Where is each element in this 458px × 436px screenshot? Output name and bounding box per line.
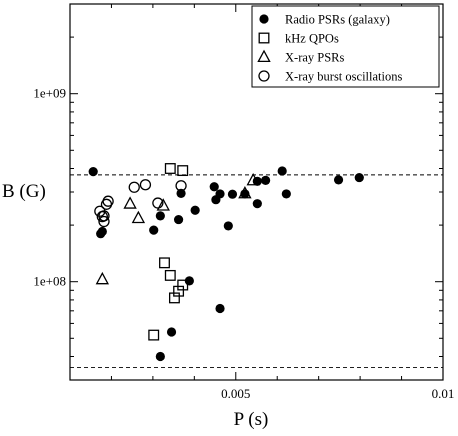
open-triangle-point bbox=[238, 186, 252, 199]
x-axis-label: P (s) bbox=[234, 409, 269, 430]
data-marks bbox=[88, 163, 364, 362]
legend-open-triangle-swatch bbox=[257, 49, 271, 63]
filled-circle-point bbox=[223, 221, 233, 231]
filled-circle-point bbox=[97, 226, 107, 237]
open-square-point bbox=[168, 292, 180, 304]
filled-circle-point bbox=[184, 276, 194, 286]
filled-circle-point bbox=[190, 205, 200, 215]
filled-circle-point bbox=[176, 188, 186, 198]
filled-circle-point bbox=[88, 167, 98, 177]
filled-circle-point bbox=[173, 214, 184, 225]
open-circle-point bbox=[98, 215, 110, 228]
open-circle-point bbox=[128, 181, 140, 193]
open-circle-point bbox=[102, 195, 114, 207]
filled-circle-point bbox=[209, 182, 219, 192]
filled-circle-point bbox=[155, 351, 165, 362]
open-square-point bbox=[177, 165, 189, 177]
legend-label: X-ray PSRs bbox=[285, 51, 345, 65]
y-axis-label: B (G) bbox=[2, 181, 46, 202]
filled-circle-point bbox=[333, 175, 344, 185]
legend-label: X-ray burst oscillations bbox=[285, 70, 402, 84]
open-square-point bbox=[164, 163, 176, 174]
open-triangle-point bbox=[156, 198, 170, 211]
open-triangle-point bbox=[131, 210, 146, 224]
x-tick-label: 0.005 bbox=[221, 386, 250, 401]
open-triangle-point bbox=[123, 196, 137, 209]
filled-circle-point bbox=[149, 225, 159, 235]
filled-circle-point bbox=[354, 172, 364, 183]
legend-label: kHz QPOs bbox=[285, 32, 339, 46]
open-square-point bbox=[148, 329, 160, 341]
open-triangle-point bbox=[95, 271, 110, 285]
open-square-point bbox=[159, 257, 170, 269]
filled-circle-point bbox=[166, 327, 177, 337]
filled-circle-point bbox=[215, 303, 225, 314]
open-circle-point bbox=[175, 180, 187, 192]
open-circle-point bbox=[98, 210, 110, 222]
y-tick-label: 1e+08 bbox=[33, 274, 66, 289]
filled-circle-point bbox=[252, 199, 262, 209]
filled-circle-point bbox=[277, 166, 287, 176]
x-tick-label: 0.01 bbox=[432, 386, 455, 401]
legend-label: Radio PSRs (galaxy) bbox=[285, 13, 390, 27]
reference-lines bbox=[70, 174, 443, 368]
y-tick-label: 1e+09 bbox=[33, 86, 66, 101]
axis-ticks: 0.005 0.01 1e+08 1e+09 bbox=[33, 3, 455, 401]
filled-circle-point bbox=[155, 211, 165, 221]
open-square-point bbox=[164, 269, 176, 281]
open-square-point bbox=[173, 285, 185, 297]
legend-box bbox=[251, 5, 440, 88]
open-square-point bbox=[177, 279, 189, 291]
legend-open-square-swatch bbox=[258, 32, 270, 44]
open-circle-point bbox=[139, 179, 152, 191]
legend: Radio PSRs (galaxy) kHz QPOs X-ray PSRs X-r… bbox=[251, 5, 440, 88]
legend-filled-circle-swatch bbox=[259, 14, 269, 24]
legend-open-circle-swatch bbox=[258, 70, 270, 82]
open-circle-point bbox=[152, 197, 164, 209]
filled-circle-point bbox=[261, 175, 271, 185]
filled-circle-point bbox=[281, 189, 291, 199]
filled-circle-point bbox=[215, 189, 225, 199]
open-triangle-point bbox=[246, 172, 260, 186]
filled-circle-point bbox=[227, 189, 238, 199]
